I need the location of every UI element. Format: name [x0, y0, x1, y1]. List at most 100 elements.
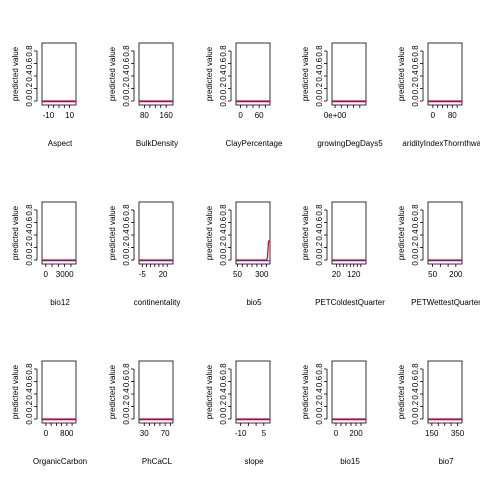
- y-tick-label: 0.0: [122, 95, 131, 107]
- x-tick-label: 0: [431, 111, 436, 120]
- y-tick-label: 0.8: [25, 45, 34, 57]
- y-tick-label: 0.4: [411, 388, 420, 400]
- plot-frame: [331, 360, 367, 424]
- y-axis-title: predicted value: [108, 46, 117, 101]
- response-plot-3: 0.00.20.40.60.8 predicted value 0 60 ClayPer…: [205, 42, 283, 148]
- response-plot-11: 0.00.20.40.60.8 predicted value 0 800 Organi…: [11, 360, 87, 466]
- y-tick-label: 0.0: [315, 413, 324, 425]
- y-tick-label: 0.6: [219, 216, 228, 228]
- y-tick-label: 0.8: [122, 45, 131, 57]
- y-axis-title: predicted value: [205, 364, 214, 419]
- x-tick-label: 800: [60, 429, 74, 438]
- y-tick-label: 0.2: [315, 241, 324, 253]
- plot-frame: [41, 360, 77, 424]
- y-tick-label: 0.0: [25, 413, 34, 425]
- y-tick-label: 0.0: [219, 254, 228, 266]
- y-axis-title: predicted value: [11, 205, 20, 260]
- y-tick-label: 0.6: [219, 57, 228, 69]
- response-plot-7: 0.00.20.40.60.8 predicted value -5 20 contin…: [108, 201, 180, 307]
- response-plot-6: 0.00.20.40.60.8 predicted value 0 3000 bio12: [11, 201, 77, 307]
- x-tick-label: 0: [238, 111, 243, 120]
- y-tick-label: 0.2: [219, 241, 228, 253]
- y-tick-label: 0.0: [411, 95, 420, 107]
- x-axis-title: bio7: [438, 457, 454, 466]
- plot-frame: [235, 42, 271, 106]
- y-tick-label: 0.8: [315, 363, 324, 375]
- y-tick-label: 0.6: [122, 57, 131, 69]
- y-tick-label: 0.4: [122, 70, 131, 82]
- y-tick-label: 0.0: [25, 95, 34, 107]
- x-tick-label: 60: [255, 111, 264, 120]
- y-axis-title: predicted value: [397, 205, 406, 260]
- x-tick-label: 20: [332, 270, 341, 279]
- x-tick-label: 10: [65, 111, 74, 120]
- y-tick-label: 0.4: [315, 70, 324, 82]
- y-tick-label: 0.4: [25, 388, 34, 400]
- y-axis-title: predicted value: [301, 205, 310, 260]
- y-tick-label: 0.0: [122, 254, 131, 266]
- x-tick-label: 50: [233, 270, 242, 279]
- response-plot-2: 0.00.20.40.60.8 predicted value 80 160 BulkD…: [108, 42, 178, 148]
- x-axis-title: PhCaCL: [142, 457, 173, 466]
- y-axis-title: predicted value: [397, 364, 406, 419]
- y-tick-label: 0.8: [122, 363, 131, 375]
- y-tick-label: 0.4: [315, 229, 324, 241]
- x-tick-label: 0e+00: [324, 111, 347, 120]
- y-tick-label: 0.0: [315, 254, 324, 266]
- x-axis-title: growingDegDays5: [317, 139, 383, 148]
- y-tick-label: 0.4: [219, 70, 228, 82]
- y-axis-title: predicted value: [397, 46, 406, 101]
- plot-frame: [235, 201, 271, 265]
- x-tick-label: 160: [160, 111, 174, 120]
- response-plot-1: 0.00.20.40.60.8 predicted value -10 10 Aspec…: [11, 42, 77, 148]
- plot-frame: [41, 42, 77, 106]
- x-axis-title: PETColdestQuarter: [315, 298, 385, 307]
- x-tick-label: 0: [334, 429, 339, 438]
- y-tick-label: 0.6: [315, 57, 324, 69]
- y-tick-label: 0.6: [25, 216, 34, 228]
- y-tick-label: 0.8: [219, 204, 228, 216]
- y-axis-title: predicted value: [11, 46, 20, 101]
- y-tick-label: 0.2: [411, 241, 420, 253]
- y-tick-label: 0.8: [219, 363, 228, 375]
- y-tick-label: 0.4: [411, 229, 420, 241]
- y-tick-label: 0.0: [219, 95, 228, 107]
- y-tick-label: 0.0: [411, 413, 420, 425]
- y-tick-label: 0.4: [315, 388, 324, 400]
- x-axis-title: bio15: [340, 457, 360, 466]
- x-axis-title: slope: [244, 457, 264, 466]
- plot-frame: [427, 360, 463, 424]
- y-tick-label: 0.2: [122, 400, 131, 412]
- response-plot-15: 0.00.20.40.60.8 predicted value 150 350 bio7: [397, 360, 465, 466]
- y-tick-label: 0.8: [219, 45, 228, 57]
- x-tick-label: 0: [44, 270, 49, 279]
- x-axis-title: OrganicCarbon: [33, 457, 87, 466]
- plot-frame: [138, 42, 174, 106]
- x-tick-label: 200: [349, 429, 363, 438]
- y-tick-label: 0.6: [315, 375, 324, 387]
- y-tick-label: 0.6: [411, 57, 420, 69]
- y-tick-label: 0.0: [25, 254, 34, 266]
- y-axis-title: predicted value: [11, 364, 20, 419]
- y-tick-label: 0.8: [315, 204, 324, 216]
- y-tick-label: 0.8: [122, 204, 131, 216]
- response-plot-4: 0.00.20.40.60.8 predicted value 0e+00 growi…: [301, 42, 383, 148]
- x-axis-title: bio5: [246, 298, 262, 307]
- response-plot-10: 0.00.20.40.60.8 predicted value 50 200 PETWe…: [397, 201, 480, 307]
- x-axis-title: aridityIndexThornthwaite: [402, 139, 480, 148]
- y-tick-label: 0.2: [315, 400, 324, 412]
- y-tick-label: 0.2: [25, 241, 34, 253]
- x-tick-label: 5: [262, 429, 267, 438]
- y-axis-title: predicted value: [108, 205, 117, 260]
- y-axis-title: predicted value: [205, 205, 214, 260]
- plot-frame: [41, 201, 77, 265]
- response-plot-8: 0.00.20.40.60.8 predicted value 50 300 bio5: [205, 201, 271, 307]
- y-tick-label: 0.6: [25, 57, 34, 69]
- plot-frame: [331, 42, 367, 106]
- y-tick-label: 0.2: [219, 82, 228, 94]
- y-tick-label: 0.0: [315, 95, 324, 107]
- x-tick-label: 30: [140, 429, 149, 438]
- y-tick-label: 0.0: [411, 254, 420, 266]
- y-tick-label: 0.4: [219, 388, 228, 400]
- y-tick-label: 0.0: [219, 413, 228, 425]
